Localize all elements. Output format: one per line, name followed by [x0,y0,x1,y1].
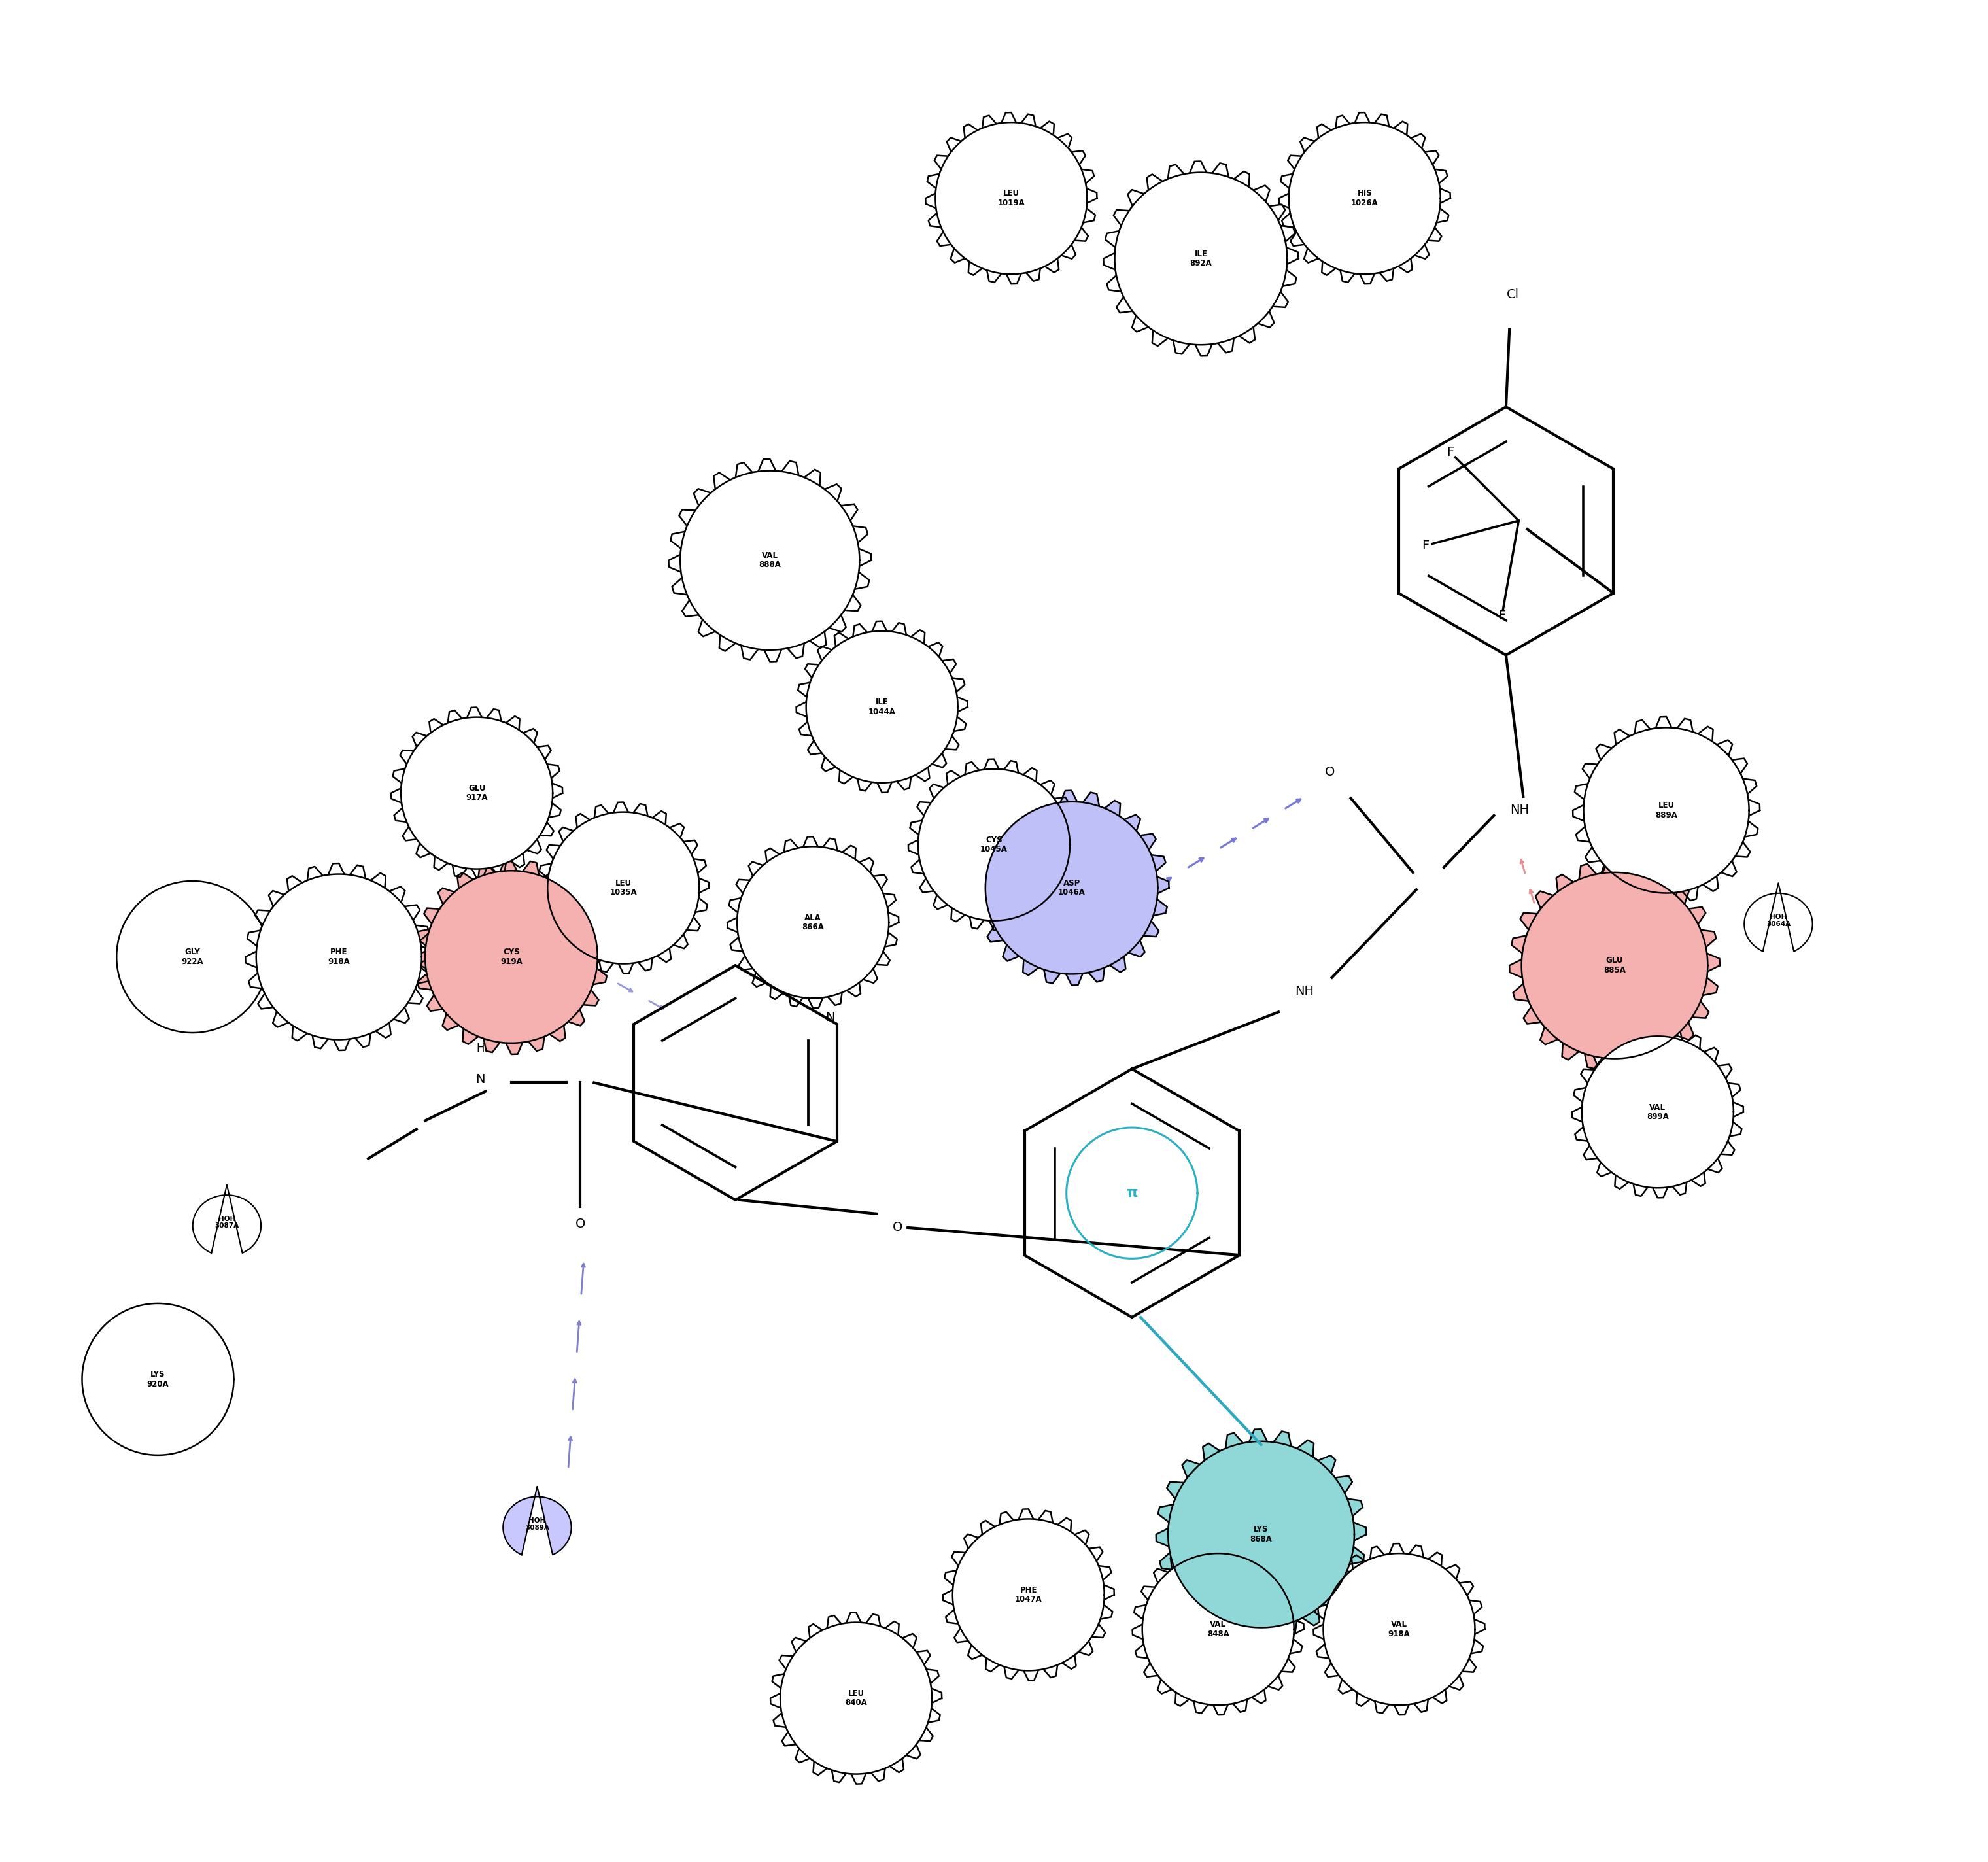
Text: HIS
1026A: HIS 1026A [1352,190,1378,207]
Text: F: F [1421,540,1429,551]
Polygon shape [256,873,421,1039]
Text: H: H [477,1043,485,1054]
Polygon shape [402,717,553,870]
Polygon shape [1133,1544,1304,1715]
Text: N: N [475,1073,485,1086]
Polygon shape [1288,123,1441,274]
Text: F: F [1447,447,1453,458]
Polygon shape [82,1303,235,1454]
Polygon shape [414,860,608,1054]
Text: GLY
922A: GLY 922A [181,948,203,966]
Polygon shape [1169,1441,1354,1627]
Polygon shape [193,1184,260,1253]
Polygon shape [942,1508,1113,1681]
Polygon shape [1324,1553,1475,1706]
Polygon shape [503,1486,571,1555]
Polygon shape [537,803,710,974]
Text: LEU
889A: LEU 889A [1656,801,1678,819]
Polygon shape [680,471,859,650]
Text: HOH
3087A: HOH 3087A [215,1216,239,1229]
Text: HOH
3064A: HOH 3064A [1765,914,1791,927]
Text: ALA
866A: ALA 866A [801,914,825,931]
Polygon shape [909,760,1079,931]
Text: LEU
1019A: LEU 1019A [998,190,1026,207]
Text: F: F [1499,609,1505,622]
Text: PHE
1047A: PHE 1047A [1014,1586,1042,1603]
Text: O: O [575,1218,584,1231]
Text: Cl: Cl [1507,289,1519,302]
Text: CYS
1045A: CYS 1045A [980,836,1008,855]
Polygon shape [1509,860,1720,1071]
Text: VAL
848A: VAL 848A [1207,1620,1229,1639]
Polygon shape [547,812,700,965]
Polygon shape [1278,112,1451,285]
Text: NH: NH [1511,804,1529,817]
Polygon shape [1573,1026,1743,1197]
Polygon shape [1582,1035,1734,1188]
Text: GLU
917A: GLU 917A [465,784,487,803]
Text: CYS
919A: CYS 919A [501,948,523,966]
Text: GLU
885A: GLU 885A [1604,957,1626,974]
Polygon shape [668,460,871,661]
Text: LYS
868A: LYS 868A [1250,1525,1272,1544]
Polygon shape [1743,883,1813,951]
Polygon shape [738,847,889,998]
Polygon shape [779,1622,932,1774]
Polygon shape [986,803,1157,974]
Polygon shape [1143,1553,1294,1706]
Text: O: O [893,1221,903,1235]
Text: LYS
920A: LYS 920A [147,1370,169,1389]
Text: ILE
892A: ILE 892A [1191,250,1213,268]
Polygon shape [117,881,268,1033]
Text: VAL
888A: VAL 888A [759,551,781,570]
Text: π: π [1125,1186,1137,1199]
Text: VAL
918A: VAL 918A [1388,1620,1409,1639]
Polygon shape [245,864,433,1050]
Text: ILE
1044A: ILE 1044A [869,698,897,715]
Text: VAL
899A: VAL 899A [1646,1102,1668,1121]
Polygon shape [1314,1544,1485,1715]
Text: LEU
840A: LEU 840A [845,1689,867,1707]
Polygon shape [728,836,899,1007]
Polygon shape [1115,173,1286,344]
Polygon shape [805,631,958,782]
Text: O: O [1326,765,1336,778]
Polygon shape [974,791,1169,985]
Polygon shape [1584,728,1749,894]
Polygon shape [771,1612,942,1784]
Polygon shape [797,622,968,793]
Polygon shape [1573,717,1759,903]
Polygon shape [1155,1430,1366,1640]
Polygon shape [392,708,563,879]
Polygon shape [1103,162,1298,356]
Polygon shape [918,769,1070,920]
Polygon shape [1521,873,1708,1059]
Text: HOH
3089A: HOH 3089A [525,1518,549,1531]
Text: NH: NH [1294,985,1314,998]
Polygon shape [952,1519,1103,1670]
Polygon shape [425,871,598,1043]
Text: ASP
1046A: ASP 1046A [1058,879,1085,897]
Polygon shape [936,123,1087,274]
Text: N: N [825,1011,835,1024]
Text: PHE
918A: PHE 918A [328,948,350,966]
Text: LEU
1035A: LEU 1035A [610,879,636,897]
Polygon shape [926,112,1097,285]
